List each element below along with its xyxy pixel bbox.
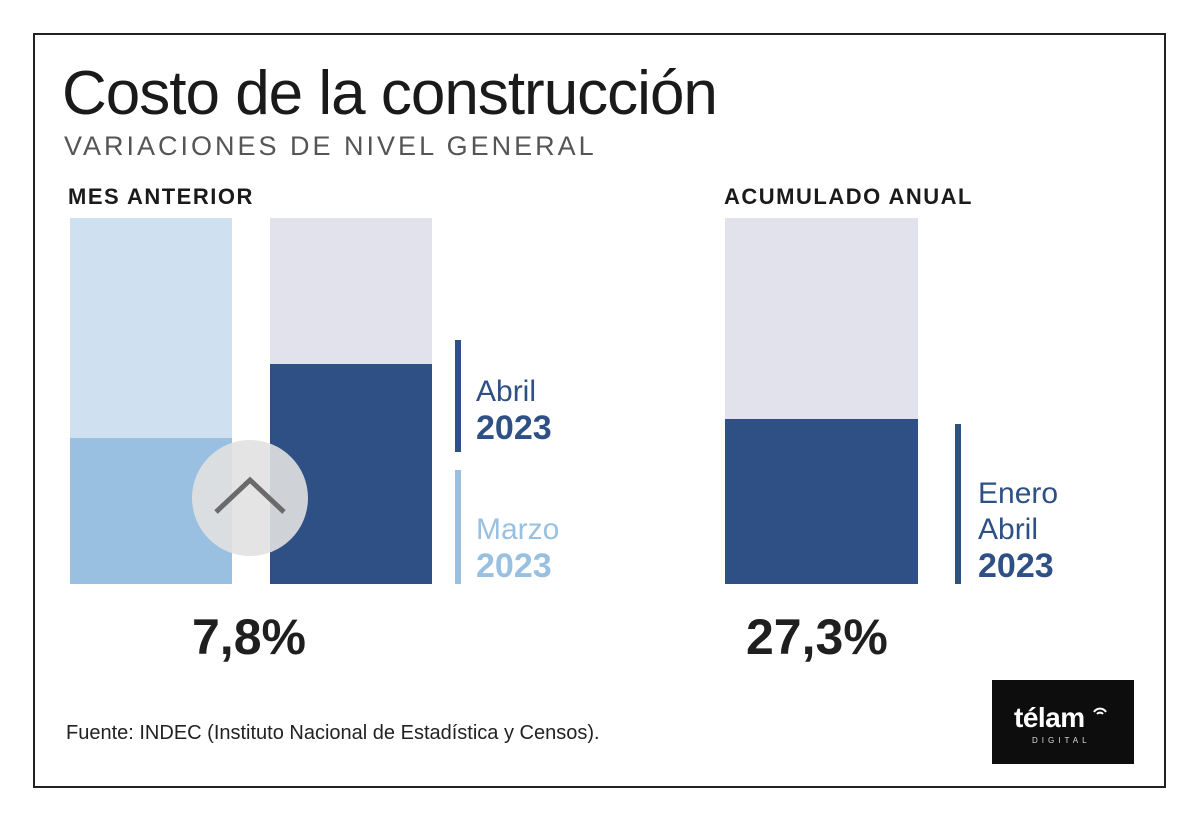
logo-subtitle: DIGITAL: [1032, 736, 1091, 745]
section-title-mes-anterior: MES ANTERIOR: [68, 184, 254, 209]
telam-logo: télam DIGITAL: [992, 680, 1134, 764]
section-title-acumulado-anual: ACUMULADO ANUAL: [724, 184, 973, 209]
legend-abril-year: 2023: [476, 409, 552, 447]
chart-subtitle: VARIACIONES DE NIVEL GENERAL: [64, 131, 597, 161]
source-note: Fuente: INDEC (Instituto Nacional de Est…: [66, 722, 600, 744]
chart-frame: [33, 33, 1166, 788]
legend-line-marzo: [455, 470, 461, 584]
legend-marzo-year: 2023: [476, 547, 552, 585]
legend-marzo: Marzo 2023: [476, 512, 559, 584]
legend-abril-month: Abril: [476, 375, 537, 408]
increase-indicator: [192, 440, 308, 556]
legend-line-acumulado: [955, 424, 961, 584]
legend-acumulado-month-1: Enero: [978, 477, 1059, 510]
logo-name: télam: [1014, 702, 1085, 733]
chart-title: Costo de la construcción: [62, 59, 718, 128]
legend-marzo-month: Marzo: [476, 513, 560, 546]
value-mes-anterior: 7,8%: [192, 609, 306, 665]
legend-abril: Abril 2023: [476, 374, 552, 446]
legend-acumulado-month-2: Abril: [978, 513, 1039, 546]
legend-line-abril: [455, 340, 461, 452]
legend-acumulado-year: 2023: [978, 547, 1054, 585]
bar-fill-acumulado: [725, 419, 918, 584]
value-acumulado-anual: 27,3%: [746, 609, 888, 665]
legend-acumulado: Enero Abril 2023: [978, 476, 1058, 584]
wifi-signal-icon: [1093, 707, 1107, 715]
chevron-up-icon: [214, 476, 286, 514]
